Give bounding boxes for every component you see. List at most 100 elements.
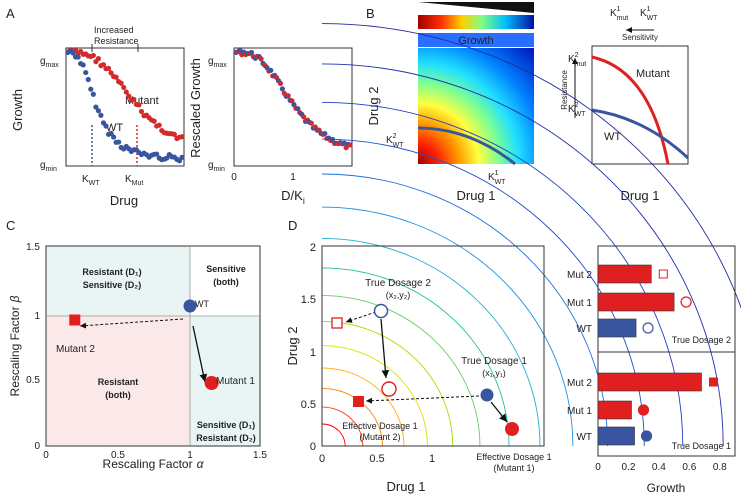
wt-point: [70, 50, 76, 56]
dosage1-mut1-arrow: [490, 401, 508, 423]
mutant-point: [179, 134, 185, 140]
region-label: Sensitive (D₂): [83, 280, 142, 290]
k1mut-label: K1 mut: [610, 6, 628, 22]
ytick: 1: [34, 311, 40, 322]
mutant-point: [113, 74, 119, 80]
ytick: 1.5: [301, 294, 316, 306]
bar: [597, 426, 635, 446]
panel-label-c: C: [6, 218, 15, 233]
xtick-0: 0: [231, 172, 237, 183]
bar: [597, 292, 675, 312]
rescaled-point: [285, 93, 291, 99]
bracket-label-line2: Resistance: [94, 36, 139, 46]
isobole-line: [321, 206, 574, 447]
isobole-line: [321, 345, 428, 447]
mutant1-point: [204, 376, 219, 390]
mutant-point: [131, 96, 137, 103]
true-dosage-1-label: True Dosage 1: [461, 356, 527, 367]
mutant2-marker: [709, 377, 719, 387]
rescaled-point: [322, 130, 328, 137]
mutant-point: [108, 70, 114, 76]
isobole-line: [321, 63, 724, 447]
k1wt-tick: K1 WT: [488, 170, 506, 186]
ytick: 1.5: [26, 242, 40, 253]
panel-a-left-plot: Increased Resistance Growth gmax gmin Mu…: [10, 25, 185, 208]
wt-point: [75, 54, 81, 60]
bar-chart-true-dosage-1: WT Mut 1 Mut 2: [567, 372, 719, 446]
growth-isoboles: [321, 23, 741, 447]
panel-c-plot: Rescaling Factorβ Rescaling Factor α 0 0.…: [8, 242, 267, 471]
xtick-kwt: KWT: [82, 174, 100, 187]
bar: [597, 318, 637, 338]
panel-label-b: B: [366, 6, 375, 21]
true-dosage-2-wt: [373, 303, 389, 319]
region-top-left-bg: [46, 246, 190, 316]
true-dosage-1-wt: [480, 388, 494, 402]
ytick-gmax-right: gmax: [208, 56, 227, 69]
region-label: (both): [213, 277, 238, 287]
mutant-point: [90, 52, 96, 59]
panel-d-ylabel: Drug 2: [285, 326, 300, 365]
ytick: 0: [310, 441, 316, 453]
mutant-point: [95, 55, 101, 62]
wt-point: [93, 104, 99, 110]
rescaled-point: [295, 106, 301, 112]
wt-data-points: [65, 48, 185, 164]
concentration-wedge: [418, 2, 534, 13]
effective-dosage-mut1-label: Effective Dosage 1: [476, 452, 551, 462]
wt-point: [90, 91, 96, 97]
xtick: 0.5: [369, 453, 384, 465]
mutant-point: [100, 62, 107, 68]
ytick: 0.5: [26, 375, 40, 386]
axes-box: [45, 245, 261, 447]
rescaled-point: [289, 98, 295, 104]
ytick-gmin: gmin: [40, 160, 57, 173]
bar-xtick: 0.6: [682, 462, 696, 473]
mutant-point: [156, 122, 162, 128]
wt-point: [183, 299, 197, 313]
mutant-point: [138, 108, 145, 115]
bar: [597, 264, 652, 284]
true-dosage-2-coords: (x₂,y₂): [386, 290, 410, 300]
isobole-line: [321, 267, 510, 447]
region-bottom-left-bg: [46, 316, 190, 446]
bar-category-label: Mut 2: [567, 378, 592, 389]
dosage-2-mutant1: [381, 381, 397, 397]
bar-chart-xlabel: Growth: [647, 481, 686, 495]
bar: [597, 400, 632, 420]
k2mut-tick: K2 mut: [568, 52, 586, 68]
bar-chart-true-dosage-2: WT Mut 1 Mut 2: [567, 264, 692, 338]
region-label: Resistant: [98, 377, 139, 387]
isobole-line: [321, 237, 541, 447]
bar-category-label: Mut 2: [567, 270, 592, 281]
isobole-line: [321, 23, 741, 310]
wt-point: [111, 134, 117, 140]
panel-a-right-plot: Rescaled Growth gmax gmin 0 1 D/Ki: [188, 47, 353, 206]
wt-marker: [640, 430, 653, 442]
rescaled-point: [279, 86, 285, 92]
mutant-point: [126, 93, 132, 99]
mutant1-point-label: Mutant 1: [216, 376, 255, 387]
panel-d-xlabel: Drug 1: [386, 479, 425, 494]
rescaled-ylabel: Rescaled Growth: [188, 58, 203, 158]
mutant2-shift-arrow: [79, 318, 184, 329]
xtick: 1: [429, 453, 435, 465]
rescaled-point: [301, 114, 307, 120]
panel-d-contour-plot: Drug 2 Drug 1 0 0.5 1 0 0.5 1 1.5 2 True…: [285, 23, 741, 494]
dosage-1-mutant1: [505, 422, 519, 436]
wt-isobole-right: [591, 108, 690, 160]
rescaled-xlabel: D/Ki: [281, 188, 305, 206]
dosage-2-mutant2: [331, 317, 343, 329]
wt-point: [95, 108, 101, 114]
wt-isobole: [417, 126, 516, 166]
bracket-label-line1: Increased: [94, 25, 134, 35]
bar-xtick: 0: [595, 462, 601, 473]
isobole-line: [321, 387, 383, 447]
growth-heatmap: [418, 48, 534, 164]
wt-isobole-label: WT: [604, 131, 621, 143]
mutant-point: [118, 80, 124, 86]
panel-b-heatmap: Growth Drug 2 K2 WT K1 WT Drug 1: [366, 2, 534, 203]
xtick-1: 1: [290, 172, 296, 183]
wt-point: [98, 112, 104, 118]
